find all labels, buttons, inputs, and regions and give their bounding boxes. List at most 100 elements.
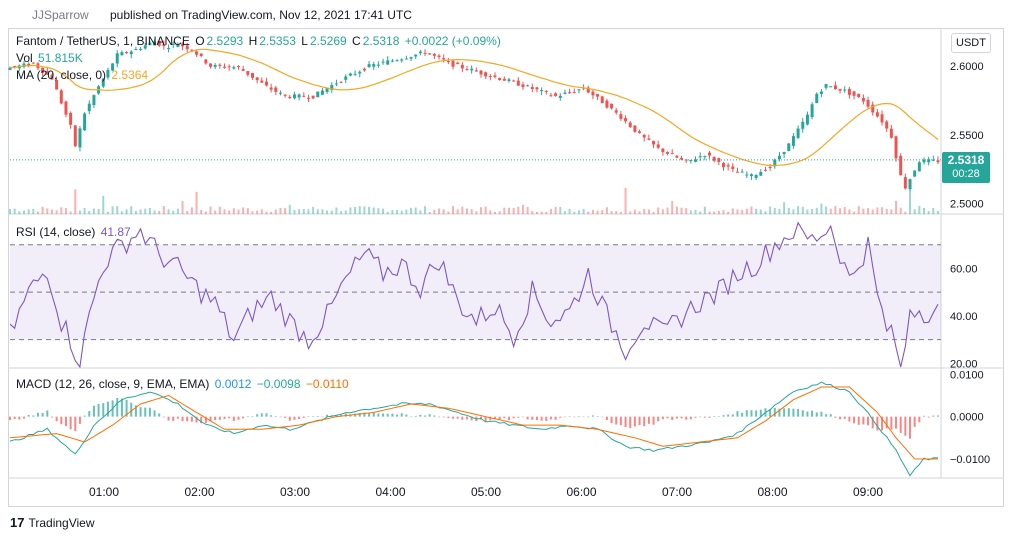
time-tick-label: 09:00 <box>853 485 883 499</box>
ma-legend: MA (20, close, 0) 2.5364 <box>16 68 150 82</box>
rsi-tick-label: 60.00 <box>950 263 978 275</box>
candle-body <box>204 59 208 64</box>
candle-body <box>703 155 707 157</box>
macd-histogram-bar <box>857 416 860 425</box>
candle-body <box>372 64 376 67</box>
candle-body <box>199 53 203 56</box>
candle-body <box>694 159 698 162</box>
macd-histogram-bar <box>321 416 324 418</box>
candle-body <box>591 91 595 96</box>
volume-bar <box>298 209 301 214</box>
candle-body <box>292 94 296 99</box>
volume-bar <box>787 207 790 214</box>
volume-bar <box>400 210 403 214</box>
published-bar: JJSparrow published on TradingView.com, … <box>0 0 1012 28</box>
candle-body <box>899 155 903 176</box>
l-label: L <box>301 34 308 48</box>
volume-bar <box>773 208 776 214</box>
macd-histogram-bar <box>176 416 179 419</box>
volume-bar <box>27 209 30 214</box>
candle-body <box>125 52 129 54</box>
macd-histogram-bar <box>540 416 543 421</box>
candle-body <box>577 89 581 91</box>
volume-bar <box>60 207 63 214</box>
volume-bar <box>162 206 165 214</box>
volume-bar <box>871 209 874 214</box>
tradingview-logo-icon[interactable]: 17 <box>10 515 25 530</box>
macd-histogram-bar <box>60 416 63 425</box>
macd-histogram-bar <box>218 416 221 420</box>
candle-body <box>768 166 772 168</box>
h-label: H <box>248 34 258 48</box>
macd-histogram-bar <box>307 416 310 417</box>
price-tick-label: 2.5500 <box>950 130 984 142</box>
volume-bar <box>489 210 492 214</box>
volume-bar <box>764 211 767 214</box>
volume-bar <box>512 208 515 214</box>
candle-body <box>278 92 282 94</box>
volume-bar <box>727 211 730 214</box>
candle-body <box>92 95 96 106</box>
macd-histogram-bar <box>778 408 781 417</box>
volume-bar <box>354 206 357 214</box>
macd-histogram-bar <box>755 410 758 417</box>
candle-body <box>283 94 287 96</box>
rsi-legend: RSI (14, close) 41.87 <box>16 225 133 239</box>
change-value: +0.0022 (+0.09%) <box>404 34 501 48</box>
candle-body <box>139 48 143 50</box>
volume-bar <box>937 210 939 214</box>
macd-histogram-bar <box>288 416 291 421</box>
author-name[interactable]: JJSparrow <box>32 8 89 22</box>
macd-histogram-bar <box>834 416 837 418</box>
candle-body <box>540 89 544 92</box>
volume-bar <box>549 208 552 214</box>
macd-histogram-bar <box>74 416 77 432</box>
price-tick-label: 2.5000 <box>950 199 984 211</box>
macd-histogram-bar <box>633 416 636 427</box>
candle-body <box>740 171 744 173</box>
candle-body <box>260 80 264 83</box>
brand-name[interactable]: TradingView <box>28 516 95 530</box>
macd-histogram-bar <box>722 415 725 417</box>
volume-bar <box>32 208 35 214</box>
currency-button[interactable]: USDT <box>951 33 991 53</box>
volume-bar <box>349 207 352 214</box>
volume-bar <box>708 211 711 214</box>
macd-line <box>9 381 939 477</box>
volume-bar <box>167 209 170 214</box>
macd-histogram-bar <box>447 416 450 419</box>
macd-histogram-bar <box>484 416 487 422</box>
macd-histogram-bar <box>601 416 604 418</box>
macd-histogram-bar <box>745 410 748 417</box>
candle-body <box>73 125 77 147</box>
candle-body <box>502 78 506 81</box>
volume-bar <box>260 209 263 214</box>
last-price-tag: 2.5318 00:28 <box>942 152 990 183</box>
macd-histogram-bar <box>102 403 105 417</box>
vol-label[interactable]: Vol <box>16 51 33 65</box>
candle-body <box>885 121 889 129</box>
candle-body <box>432 53 436 56</box>
volume-bar <box>577 210 580 214</box>
macd-histogram-bar <box>106 401 109 417</box>
volume-bar <box>116 206 119 214</box>
symbol-title[interactable]: Fantom / TetherUS, 1, BINANCE <box>16 34 190 48</box>
macd-histogram-bar <box>167 416 170 421</box>
macd-histogram-bar <box>801 410 804 417</box>
volume-bar <box>647 209 650 214</box>
rsi-label[interactable]: RSI (14, close) <box>16 225 96 239</box>
candle-body <box>754 174 758 178</box>
volume-bar <box>890 209 893 214</box>
ma-label[interactable]: MA (20, close, 0) <box>16 68 107 82</box>
macd-histogram-bar <box>713 416 716 417</box>
macd-label[interactable]: MACD (12, 26, close, 9, EMA, EMA) <box>16 377 210 391</box>
macd-histogram-bar <box>577 416 580 417</box>
candle-body <box>297 94 301 98</box>
macd-histogram-bar <box>876 416 879 431</box>
volume-bar <box>829 208 832 214</box>
candle-body <box>931 159 935 161</box>
candle-body <box>69 112 73 125</box>
volume-bar <box>563 211 566 214</box>
candle-body <box>27 63 31 66</box>
